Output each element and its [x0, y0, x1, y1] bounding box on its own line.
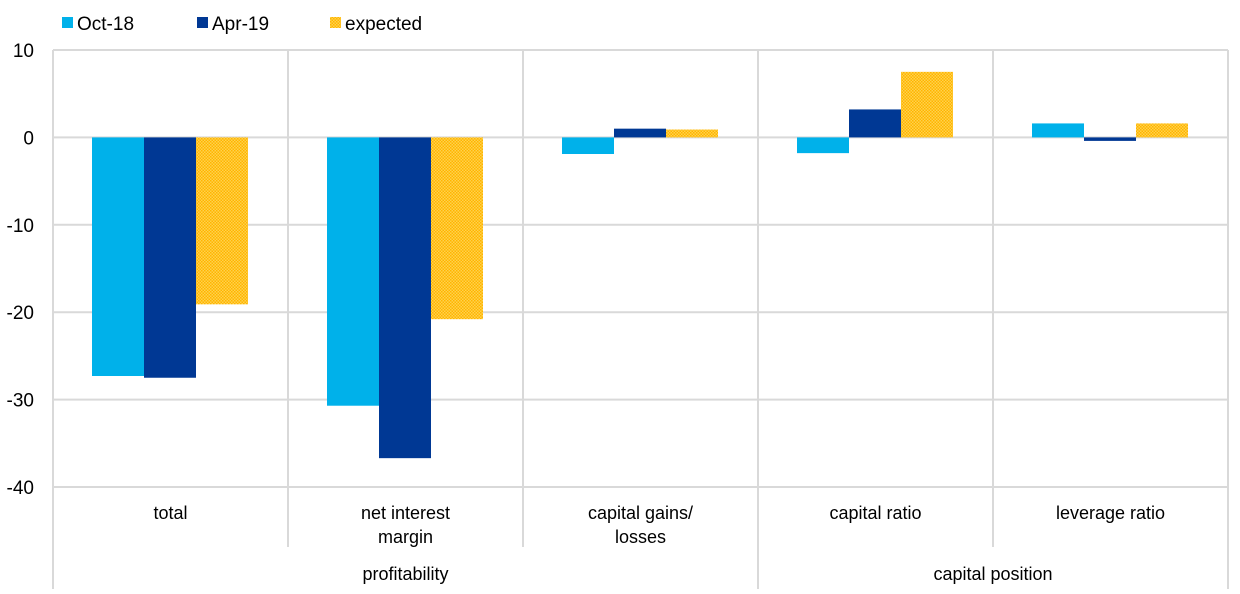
- x-category-label: leverage ratio: [1056, 503, 1165, 523]
- bar-expected-2: [666, 129, 718, 138]
- bar-expected-4: [1136, 123, 1188, 138]
- bar-apr-19-0: [144, 137, 196, 378]
- legend-label: expected: [345, 14, 422, 35]
- legend-label: Apr-19: [212, 14, 269, 35]
- bar-oct-18-2: [562, 137, 614, 155]
- x-category-label: capital ratio: [829, 503, 921, 523]
- bars: [92, 71, 1188, 459]
- bar-apr-19-3: [849, 109, 901, 138]
- legend-swatch-expected: [330, 17, 341, 28]
- x-category-label: capital gains/: [588, 503, 693, 523]
- gridlines: [52, 49, 1229, 589]
- x-category-label: losses: [615, 527, 666, 547]
- x-category-label: margin: [378, 527, 433, 547]
- y-tick-label: -10: [7, 216, 34, 237]
- bar-apr-19-4: [1084, 137, 1136, 141]
- y-tick-label: -30: [7, 391, 34, 412]
- legend-label: Oct-18: [77, 14, 134, 35]
- x-group-label: profitability: [362, 564, 448, 584]
- x-category-label: total: [153, 503, 187, 523]
- bar-oct-18-0: [92, 137, 144, 377]
- legend-swatch-oct-18: [62, 17, 73, 28]
- x-group-label: capital position: [933, 564, 1052, 584]
- x-category-label: net interest: [361, 503, 450, 523]
- y-tick-label: -20: [7, 303, 34, 324]
- legend-swatch-apr-19: [197, 17, 208, 28]
- bar-expected-0: [196, 137, 248, 305]
- y-tick-label: -40: [7, 478, 34, 499]
- axes: 10 0 -10 -20 -30 -40 total net interest margin ca…: [7, 41, 1166, 584]
- bar-apr-19-2: [614, 128, 666, 138]
- bar-apr-19-1: [379, 137, 431, 459]
- bar-oct-18-4: [1032, 123, 1084, 138]
- bar-expected-3: [901, 71, 953, 138]
- y-tick-label: 0: [23, 128, 34, 149]
- bar-oct-18-3: [797, 137, 849, 154]
- bar-oct-18-1: [327, 137, 379, 406]
- legend: Oct-18 Apr-19 expected: [62, 14, 422, 35]
- y-tick-label: 10: [13, 41, 34, 62]
- bar-expected-1: [431, 137, 483, 320]
